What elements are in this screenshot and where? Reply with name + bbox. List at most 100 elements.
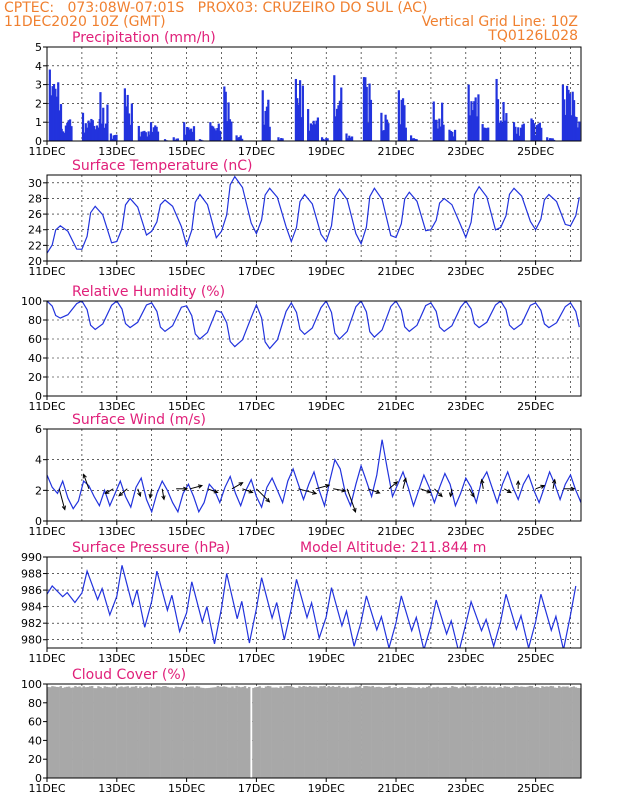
panel2-xtick-label: 19DEC [308, 265, 345, 278]
cloud-bar [80, 687, 83, 778]
precip-bar [397, 90, 400, 141]
panel6-xtick-label: 11DEC [28, 782, 65, 795]
panel2-ytick-label: 30 [28, 177, 42, 190]
wind-arrow [402, 478, 407, 489]
cloud-bar [266, 685, 270, 778]
cloud-bar [245, 688, 249, 778]
precip-bar [565, 85, 569, 141]
precip-bar [338, 100, 341, 141]
precip-bar [311, 124, 314, 141]
precip-bar [57, 82, 60, 141]
panel5-ytick-label: 988 [21, 568, 42, 581]
cloud-bar [530, 686, 534, 778]
cloud-bar [47, 687, 50, 778]
cloud-bar [189, 686, 192, 778]
precip-bar [301, 85, 304, 141]
precip-bar [104, 123, 108, 141]
precip-bar [103, 127, 106, 141]
panel3-xtick-label: 19DEC [308, 400, 345, 413]
cloud-bar [239, 687, 243, 778]
cloud-bar [354, 686, 358, 778]
wind-arrow-head [265, 497, 271, 503]
cloud-bar [361, 687, 364, 778]
panel2-frame [46, 174, 582, 262]
precip-bar [309, 123, 313, 141]
precip-bar [517, 127, 520, 141]
cloud-bar [327, 686, 331, 778]
panel1-xtick-label: 21DEC [377, 145, 414, 158]
cloud-bar [319, 686, 322, 778]
cloud-bar [432, 687, 435, 778]
cloud-bar [225, 686, 228, 778]
cloud-bar [97, 686, 100, 778]
cloud-bar [55, 686, 58, 778]
cloud-bar [57, 687, 60, 778]
cloud-bar [212, 687, 215, 778]
precip-bar [505, 113, 508, 141]
precip-bar [210, 125, 213, 141]
precip-bar [436, 128, 440, 141]
precip-bar [213, 128, 216, 141]
precip-bar [568, 93, 571, 141]
cloud-bar [507, 686, 511, 778]
precip-bar [90, 118, 93, 141]
panel5-xtick-label: 13DEC [98, 652, 135, 665]
panel6-xtick-label: 15DEC [168, 782, 205, 795]
cloud-bar [490, 687, 494, 778]
precip-bar [217, 123, 220, 141]
precip-bar [474, 97, 477, 141]
wind-arrow-head [448, 492, 454, 498]
panel2-xtick-label: 11DEC [28, 265, 65, 278]
precip-bar [348, 135, 351, 141]
precip-bar [326, 138, 329, 141]
precip-bar [575, 117, 578, 141]
panel3-xtick-label: 11DEC [28, 400, 65, 413]
precip-bar [387, 123, 390, 141]
cloud-bar [283, 686, 287, 778]
precip-bar [264, 110, 267, 141]
cloud-bar [379, 687, 383, 778]
cloud-bar [122, 687, 125, 778]
panel5-xtick-label: 21DEC [377, 652, 414, 665]
cloud-bar [520, 686, 523, 778]
precip-bar [163, 139, 167, 141]
cloud-bar [557, 685, 561, 778]
cloud-bar [70, 687, 73, 778]
panel6-xtick-label: 23DEC [447, 782, 484, 795]
cloud-bar [417, 687, 421, 778]
cloud-bar [340, 687, 343, 778]
cloud-bar [298, 686, 301, 778]
precip-bar [441, 102, 444, 141]
precip-bar [482, 127, 486, 141]
precip-bar [412, 138, 415, 141]
precip-bar [349, 137, 352, 141]
wind-arrow [161, 488, 165, 500]
cloud-bar [72, 687, 75, 778]
precip-bar [102, 107, 105, 141]
cloud-bar [210, 687, 213, 778]
cloud-bar [555, 687, 559, 778]
wind-arrow-head [61, 505, 66, 511]
wind-arrow-head [341, 488, 347, 493]
precip-bar [473, 101, 476, 141]
panel2-xtick-label: 13DEC [98, 265, 135, 278]
cloud-bar [256, 686, 259, 778]
precip-bar [226, 121, 229, 141]
cloud-bar [111, 686, 115, 778]
precip-bar [154, 125, 157, 141]
panel1-ytick-label: 5 [35, 41, 42, 54]
precip-bar [325, 137, 328, 141]
panel3-ytick-label: 40 [28, 352, 42, 365]
wind-arrow-head [438, 492, 443, 498]
panel5-ytick-label: 986 [21, 584, 42, 597]
wind-arrow-head [426, 489, 432, 494]
precip-bar [547, 139, 550, 141]
cloud-bar [61, 687, 65, 778]
cloud-bar [333, 687, 337, 778]
cloud-bar [279, 686, 282, 778]
cloud-bar [367, 686, 370, 778]
cloud-bar [170, 687, 173, 778]
panel4-ytick-label: 4 [35, 454, 42, 467]
cloud-bar [254, 687, 257, 778]
cloud-bar [268, 686, 272, 778]
